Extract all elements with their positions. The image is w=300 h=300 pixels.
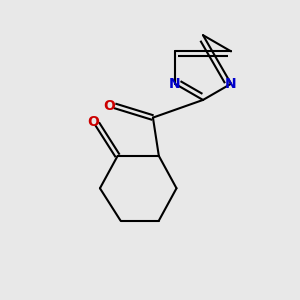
Text: O: O — [103, 99, 115, 113]
Text: O: O — [88, 115, 99, 129]
Text: N: N — [225, 77, 237, 91]
Text: N: N — [169, 77, 181, 91]
